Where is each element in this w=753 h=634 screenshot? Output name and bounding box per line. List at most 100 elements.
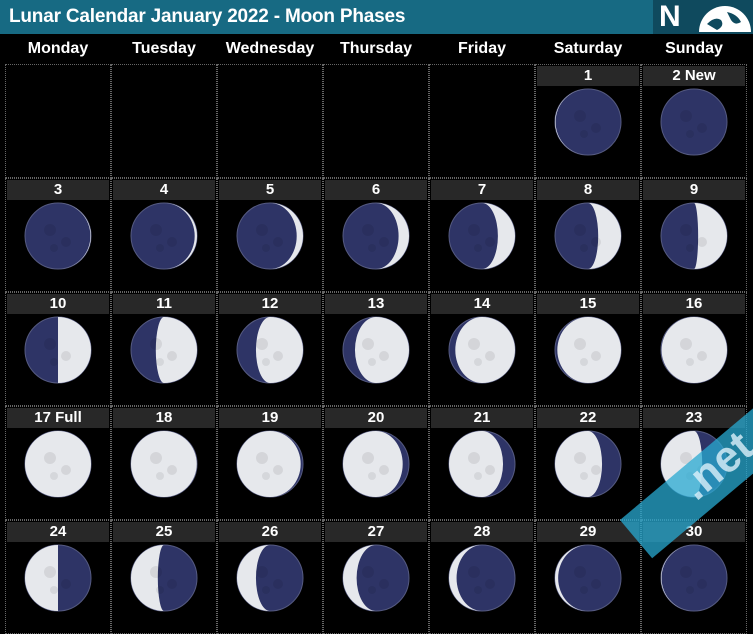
day-cell[interactable]: 1 bbox=[535, 64, 641, 178]
day-cell[interactable]: 14 bbox=[429, 292, 535, 406]
day-label: 26 bbox=[219, 522, 321, 542]
moon-phase-icon bbox=[130, 544, 198, 612]
weekday-friday: Friday bbox=[457, 40, 506, 57]
day-label: 10 bbox=[7, 294, 109, 314]
moon-phase-icon bbox=[660, 316, 728, 384]
moon-phase-icon bbox=[554, 430, 622, 498]
weekday-monday: Monday bbox=[27, 40, 89, 57]
calendar-grid: 1 2 New 3 4 5 6 7 8 9 10 11 12 13 14 15 bbox=[5, 64, 747, 634]
day-cell[interactable]: 8 bbox=[535, 178, 641, 292]
site-logo[interactable]: N bbox=[653, 0, 753, 34]
day-cell[interactable]: 26 bbox=[217, 520, 323, 634]
week-row: 24 25 26 27 28 29 30 bbox=[5, 520, 747, 634]
day-cell[interactable]: 24 bbox=[5, 520, 111, 634]
day-label: 6 bbox=[325, 180, 427, 200]
day-label: 7 bbox=[431, 180, 533, 200]
moon-phase-icon bbox=[130, 202, 198, 270]
day-label: 3 bbox=[7, 180, 109, 200]
day-label: 24 bbox=[7, 522, 109, 542]
empty-cell bbox=[217, 64, 323, 178]
day-cell[interactable]: 27 bbox=[323, 520, 429, 634]
moon-phase-icon bbox=[236, 316, 304, 384]
day-label: 18 bbox=[113, 408, 215, 428]
moon-phase-icon bbox=[660, 544, 728, 612]
moon-phase-icon bbox=[236, 430, 304, 498]
day-label: 2 New bbox=[643, 66, 745, 86]
day-label: 21 bbox=[431, 408, 533, 428]
weekday-tuesday: Tuesday bbox=[132, 40, 196, 57]
empty-cell bbox=[429, 64, 535, 178]
day-label: 25 bbox=[113, 522, 215, 542]
moon-phase-icon bbox=[448, 202, 516, 270]
day-label: 16 bbox=[643, 294, 745, 314]
day-label: 9 bbox=[643, 180, 745, 200]
moon-phase-icon bbox=[448, 316, 516, 384]
weekday-thursday: Thursday bbox=[339, 40, 412, 57]
day-label: 13 bbox=[325, 294, 427, 314]
weekday-saturday: Saturday bbox=[553, 40, 623, 57]
day-label: 29 bbox=[537, 522, 639, 542]
moon-phase-icon bbox=[448, 544, 516, 612]
moon-phase-icon bbox=[130, 430, 198, 498]
day-cell[interactable]: 10 bbox=[5, 292, 111, 406]
day-cell[interactable]: 15 bbox=[535, 292, 641, 406]
empty-cell bbox=[323, 64, 429, 178]
week-row: 1 2 New bbox=[5, 64, 747, 178]
moon-phase-icon bbox=[342, 202, 410, 270]
moon-phase-icon bbox=[448, 430, 516, 498]
header-bar: Lunar Calendar January 2022 - Moon Phase… bbox=[0, 0, 753, 34]
day-cell[interactable]: 3 bbox=[5, 178, 111, 292]
page-title: Lunar Calendar January 2022 - Moon Phase… bbox=[9, 6, 406, 27]
week-row: 10 11 12 13 14 15 16 bbox=[5, 292, 747, 406]
day-cell[interactable]: 19 bbox=[217, 406, 323, 520]
day-label: 4 bbox=[113, 180, 215, 200]
day-label: 14 bbox=[431, 294, 533, 314]
day-label: 5 bbox=[219, 180, 321, 200]
empty-cell bbox=[5, 64, 111, 178]
logo-letter: N bbox=[659, 0, 681, 33]
day-label: 19 bbox=[219, 408, 321, 428]
moon-phase-icon bbox=[24, 430, 92, 498]
moon-phase-icon bbox=[236, 544, 304, 612]
globe-icon bbox=[699, 6, 751, 32]
day-cell[interactable]: 7 bbox=[429, 178, 535, 292]
day-cell[interactable]: 17 Full bbox=[5, 406, 111, 520]
day-cell[interactable]: 6 bbox=[323, 178, 429, 292]
weekday-wednesday: Wednesday bbox=[225, 40, 315, 57]
day-cell[interactable]: 9 bbox=[641, 178, 747, 292]
day-cell[interactable]: 5 bbox=[217, 178, 323, 292]
moon-phase-icon bbox=[554, 202, 622, 270]
day-cell[interactable]: 16 bbox=[641, 292, 747, 406]
moon-phase-icon bbox=[24, 202, 92, 270]
empty-cell bbox=[111, 64, 217, 178]
moon-phase-icon bbox=[660, 202, 728, 270]
day-cell[interactable]: 12 bbox=[217, 292, 323, 406]
day-label: 12 bbox=[219, 294, 321, 314]
day-cell[interactable]: 25 bbox=[111, 520, 217, 634]
day-cell[interactable]: 29 bbox=[535, 520, 641, 634]
weekday-sunday: Sunday bbox=[665, 40, 723, 57]
day-label: 28 bbox=[431, 522, 533, 542]
day-cell[interactable]: 2 New bbox=[641, 64, 747, 178]
day-cell[interactable]: 21 bbox=[429, 406, 535, 520]
day-label: 1 bbox=[537, 66, 639, 86]
day-cell[interactable]: 13 bbox=[323, 292, 429, 406]
day-cell[interactable]: 20 bbox=[323, 406, 429, 520]
day-cell[interactable]: 11 bbox=[111, 292, 217, 406]
day-cell[interactable]: 28 bbox=[429, 520, 535, 634]
day-cell[interactable]: 22 bbox=[535, 406, 641, 520]
moon-phase-icon bbox=[24, 316, 92, 384]
day-label: 20 bbox=[325, 408, 427, 428]
moon-phase-icon bbox=[236, 202, 304, 270]
day-cell[interactable]: 18 bbox=[111, 406, 217, 520]
moon-phase-icon bbox=[130, 316, 198, 384]
moon-phase-icon bbox=[342, 316, 410, 384]
moon-phase-icon bbox=[554, 316, 622, 384]
day-label: 15 bbox=[537, 294, 639, 314]
day-cell[interactable]: 4 bbox=[111, 178, 217, 292]
moon-phase-icon bbox=[342, 544, 410, 612]
day-label: 22 bbox=[537, 408, 639, 428]
moon-phase-icon bbox=[554, 88, 622, 156]
day-label: 17 Full bbox=[7, 408, 109, 428]
day-label: 27 bbox=[325, 522, 427, 542]
